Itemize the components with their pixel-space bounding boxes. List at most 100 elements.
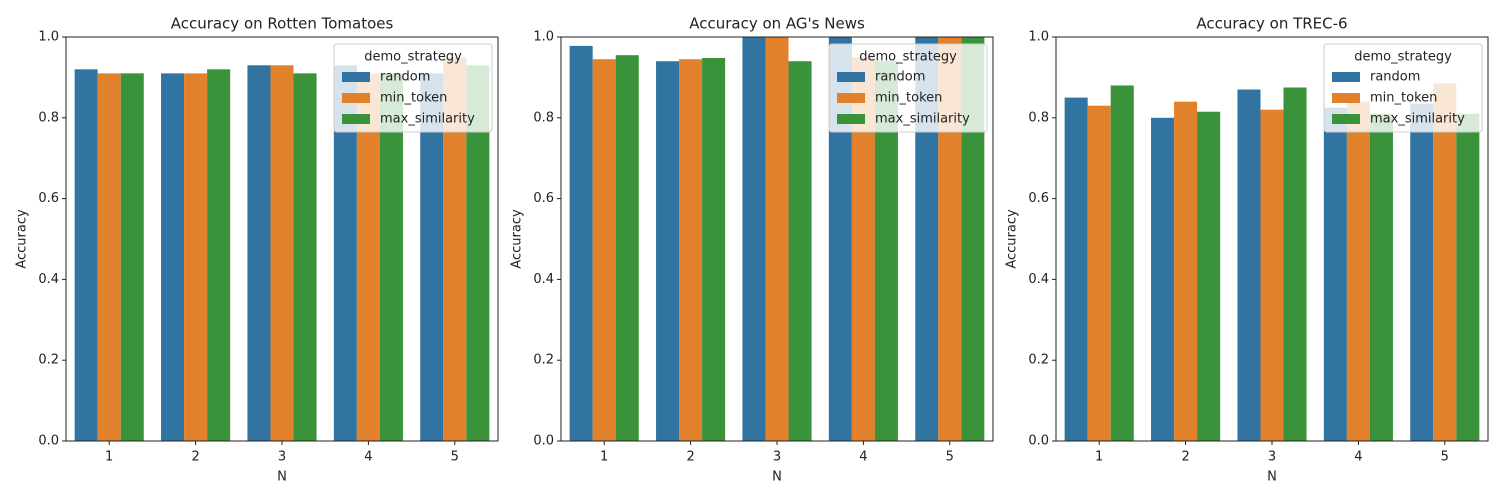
bar [874,61,898,442]
bar [1433,83,1457,442]
chart-title: Accuracy on AG's News [689,15,865,33]
x-tick-label: 5 [946,450,954,465]
bar [74,69,98,441]
y-tick-label: 0.6 [533,191,554,206]
bar [1110,85,1134,441]
y-tick-label: 0.6 [38,191,59,206]
bar [356,73,380,442]
legend-box [1323,43,1483,133]
bar [293,73,317,442]
bar [1456,113,1480,441]
plot-frame [65,36,499,442]
y-axis-label: Accuracy [510,209,525,269]
bar [592,59,616,441]
y-tick-label: 0.6 [1028,191,1049,206]
bar [679,59,703,441]
x-tick-label: 2 [1181,450,1189,465]
bar [120,73,144,442]
legend-label: max_similarity [1370,112,1465,127]
bar [1260,109,1284,441]
legend-title: demo_strategy [1354,50,1452,65]
bar [765,37,789,441]
y-axis-label: Accuracy [15,209,30,269]
legend-label: random [875,70,925,85]
x-tick-label: 3 [278,450,286,465]
legend-title: demo_strategy [364,50,462,65]
x-tick-label: 2 [686,450,694,465]
bar [656,61,680,442]
bar [788,61,812,442]
bar [1237,89,1261,442]
bar [420,73,444,442]
x-axis-label: N [772,470,782,485]
bar [1346,101,1370,441]
y-tick-label: 0.2 [533,353,554,368]
bar [1323,107,1347,441]
legend-label: max_similarity [380,112,475,127]
y-tick-label: 0.4 [533,272,554,287]
y-tick-label: 0.0 [533,434,554,449]
bar [702,58,726,442]
y-tick-label: 1.0 [38,30,59,45]
y-axis-label: Accuracy [1005,209,1020,269]
bar [379,73,403,442]
x-tick-label: 5 [1441,450,1449,465]
bar [1174,101,1198,441]
bar [1283,87,1307,441]
bar [97,73,121,442]
y-tick-label: 0.4 [38,272,59,287]
legend-swatch [837,114,865,124]
legend-swatch [342,114,370,124]
y-tick-label: 0.2 [1028,353,1049,368]
y-tick-label: 1.0 [533,30,554,45]
bar [938,37,962,441]
y-tick-label: 0.8 [1028,110,1049,125]
bar [443,57,467,441]
x-tick-label: 2 [191,450,199,465]
y-tick-label: 0.0 [1028,434,1049,449]
bar [207,69,231,441]
bar [961,37,985,441]
y-tick-label: 0.0 [38,434,59,449]
bar [1064,97,1088,441]
legend-box [828,43,988,133]
bar [851,57,875,441]
legend-label: min_token [380,91,447,106]
bar [270,65,294,441]
legend-swatch [342,72,370,82]
bar [161,73,185,442]
chart-title: Accuracy on Rotten Tomatoes [171,15,394,33]
x-axis-label: N [277,470,287,485]
bar [569,45,593,441]
bar [915,37,939,441]
y-tick-label: 0.8 [533,110,554,125]
y-tick-label: 0.8 [38,110,59,125]
bar [1410,103,1434,441]
plot-frame [1055,36,1489,442]
x-tick-label: 4 [364,450,372,465]
chart-title: Accuracy on TREC-6 [1196,15,1347,33]
x-axis-label: N [1267,470,1277,485]
legend-label: max_similarity [875,112,970,127]
legend-swatch [1332,72,1360,82]
legend-swatch [342,93,370,103]
bar [333,65,357,441]
bar [1151,117,1175,442]
bar [1087,105,1111,442]
y-tick-label: 0.4 [1028,272,1049,287]
x-tick-label: 3 [773,450,781,465]
bar [828,37,852,441]
bar [1369,113,1393,441]
legend-label: random [380,70,430,85]
legend-swatch [837,72,865,82]
bar [742,37,766,441]
x-tick-label: 1 [105,450,113,465]
x-tick-label: 1 [1095,450,1103,465]
legend-box [333,43,493,133]
legend-label: random [1370,70,1420,85]
legend-title: demo_strategy [859,50,957,65]
y-tick-label: 1.0 [1028,30,1049,45]
